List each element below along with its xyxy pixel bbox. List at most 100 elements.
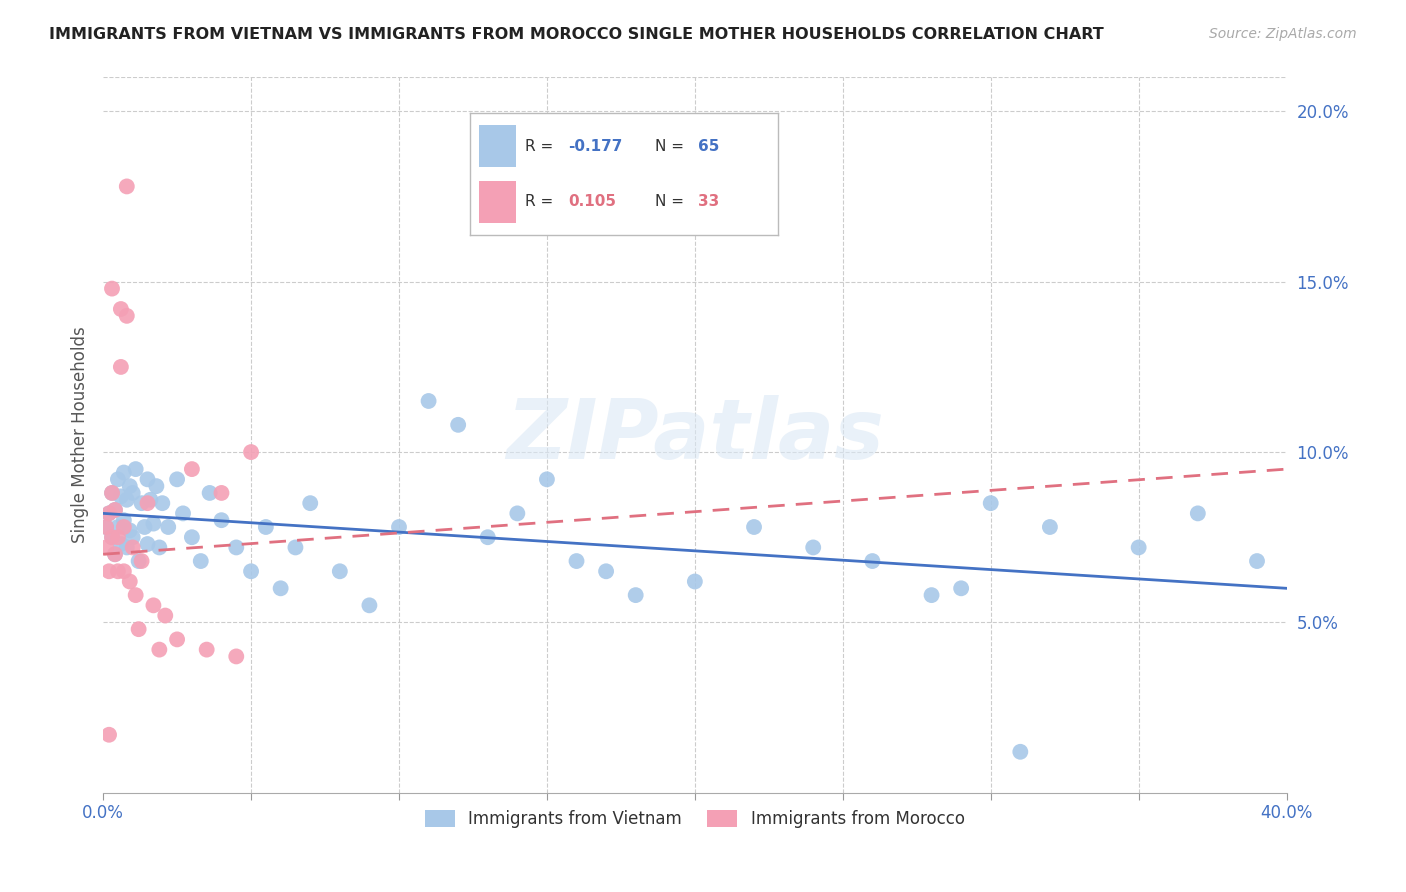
Point — [157, 520, 180, 534]
Point — [118, 574, 141, 589]
Point — [136, 537, 159, 551]
Point — [134, 520, 156, 534]
Point — [240, 445, 263, 459]
Point — [124, 588, 146, 602]
Point — [742, 520, 765, 534]
Point — [240, 564, 263, 578]
Point — [121, 486, 143, 500]
Point — [131, 554, 153, 568]
Point — [101, 282, 124, 296]
Point — [94, 541, 117, 555]
Point — [801, 541, 824, 555]
Point — [225, 541, 247, 555]
Point — [101, 530, 124, 544]
Point — [104, 503, 127, 517]
Point — [112, 466, 135, 480]
Point — [172, 507, 194, 521]
Point — [128, 622, 150, 636]
Point — [299, 496, 322, 510]
Point — [142, 599, 165, 613]
Point — [124, 462, 146, 476]
Y-axis label: Single Mother Households: Single Mother Households — [72, 326, 89, 543]
Point — [112, 520, 135, 534]
Point — [112, 564, 135, 578]
Point — [121, 541, 143, 555]
Point — [565, 554, 588, 568]
Point — [359, 599, 381, 613]
Point — [447, 417, 470, 432]
Point — [195, 642, 218, 657]
Point — [1010, 745, 1032, 759]
Point — [270, 582, 292, 596]
Point — [110, 537, 132, 551]
Point — [624, 588, 647, 602]
Point — [180, 462, 202, 476]
Point — [225, 649, 247, 664]
Point — [595, 564, 617, 578]
Point — [980, 496, 1002, 510]
Point — [115, 541, 138, 555]
Point — [1128, 541, 1150, 555]
Point — [118, 479, 141, 493]
Point — [101, 486, 124, 500]
Point — [329, 564, 352, 578]
Point — [477, 530, 499, 544]
Point — [101, 530, 124, 544]
Legend: Immigrants from Vietnam, Immigrants from Morocco: Immigrants from Vietnam, Immigrants from… — [419, 803, 972, 834]
Point — [211, 513, 233, 527]
Point — [110, 489, 132, 503]
Point — [107, 472, 129, 486]
Point — [98, 728, 121, 742]
Point — [128, 554, 150, 568]
Point — [94, 520, 117, 534]
Point — [950, 582, 973, 596]
Point — [148, 642, 170, 657]
Point — [1246, 554, 1268, 568]
Point — [155, 608, 177, 623]
Point — [254, 520, 277, 534]
Point — [139, 492, 162, 507]
Point — [136, 472, 159, 486]
Point — [112, 513, 135, 527]
Point — [198, 486, 221, 500]
Point — [98, 507, 121, 521]
Point — [1039, 520, 1062, 534]
Point — [121, 530, 143, 544]
Point — [107, 564, 129, 578]
Point — [190, 554, 212, 568]
Point — [142, 516, 165, 531]
Point — [148, 541, 170, 555]
Text: Source: ZipAtlas.com: Source: ZipAtlas.com — [1209, 27, 1357, 41]
Point — [136, 496, 159, 510]
Point — [110, 301, 132, 316]
Point — [388, 520, 411, 534]
Point — [166, 632, 188, 647]
Point — [104, 547, 127, 561]
Point — [166, 472, 188, 486]
Point — [115, 179, 138, 194]
Point — [104, 547, 127, 561]
Point — [180, 530, 202, 544]
Point — [107, 520, 129, 534]
Point — [104, 503, 127, 517]
Point — [284, 541, 307, 555]
Point — [860, 554, 883, 568]
Point — [118, 524, 141, 538]
Point — [101, 486, 124, 500]
Point — [115, 309, 138, 323]
Point — [150, 496, 173, 510]
Point — [115, 492, 138, 507]
Point — [506, 507, 529, 521]
Point — [418, 394, 440, 409]
Point — [145, 479, 167, 493]
Point — [98, 564, 121, 578]
Point — [94, 520, 117, 534]
Point — [110, 359, 132, 374]
Text: ZIPatlas: ZIPatlas — [506, 394, 884, 475]
Point — [98, 507, 121, 521]
Point — [921, 588, 943, 602]
Point — [131, 496, 153, 510]
Point — [107, 530, 129, 544]
Point — [211, 486, 233, 500]
Point — [683, 574, 706, 589]
